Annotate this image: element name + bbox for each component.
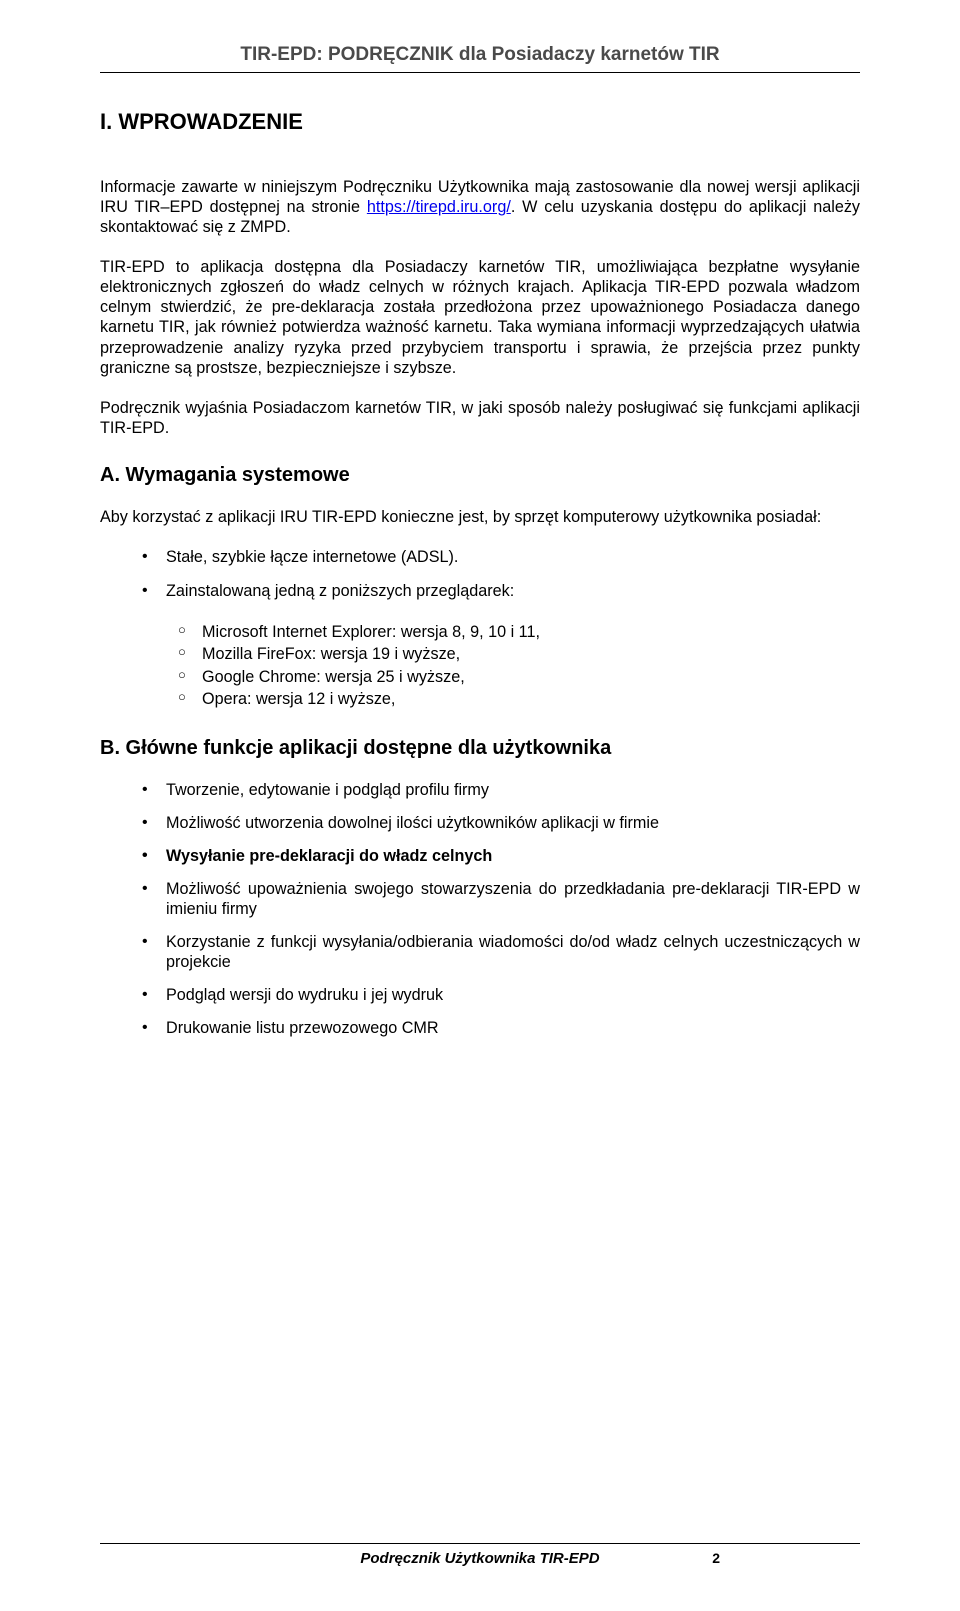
section-heading-1: I. WPROWADZENIE: [100, 109, 860, 135]
footer-divider: [100, 1543, 860, 1544]
page-header-title: TIR-EPD: PODRĘCZNIK dla Posiadaczy karne…: [100, 44, 860, 66]
list-item: Drukowanie listu przewozowego CMR: [142, 1018, 860, 1038]
list-item: Wysyłanie pre-deklaracji do władz celnyc…: [142, 846, 860, 866]
section-a-bullet-list: Stałe, szybkie łącze internetowe (ADSL).…: [100, 547, 860, 601]
list-item: Tworzenie, edytowanie i podgląd profilu …: [142, 780, 860, 800]
document-page: TIR-EPD: PODRĘCZNIK dla Posiadaczy karne…: [0, 0, 960, 1611]
tirepd-link[interactable]: https://tirepd.iru.org/: [367, 198, 511, 216]
intro-paragraph-3: Podręcznik wyjaśnia Posiadaczom karnetów…: [100, 398, 860, 438]
intro-paragraph-2: TIR-EPD to aplikacja dostępna dla Posiad…: [100, 257, 860, 377]
list-item: Stałe, szybkie łącze internetowe (ADSL).: [142, 547, 860, 567]
section-a-sublist: Microsoft Internet Explorer: wersja 8, 9…: [100, 621, 860, 710]
page-footer: Podręcznik Użytkownika TIR-EPD 2: [100, 1543, 860, 1567]
header-divider: [100, 72, 860, 73]
footer-page-number: 2: [712, 1550, 720, 1566]
list-item: Podgląd wersji do wydruku i jej wydruk: [142, 985, 860, 1005]
section-a-heading: A. Wymagania systemowe: [100, 464, 860, 487]
list-item: Możliwość upoważnienia swojego stowarzys…: [142, 879, 860, 919]
list-item: Korzystanie z funkcji wysyłania/odbieran…: [142, 932, 860, 972]
footer-title: Podręcznik Użytkownika TIR-EPD: [360, 1550, 599, 1567]
intro-paragraph-1: Informacje zawarte w niniejszym Podręczn…: [100, 177, 860, 237]
section-b-bullet-list: Tworzenie, edytowanie i podgląd profilu …: [100, 780, 860, 1039]
list-item: Google Chrome: wersja 25 i wyższe,: [178, 666, 860, 688]
footer-row: Podręcznik Użytkownika TIR-EPD 2: [100, 1550, 860, 1567]
list-item: Microsoft Internet Explorer: wersja 8, 9…: [178, 621, 860, 643]
list-item: Mozilla FireFox: wersja 19 i wyższe,: [178, 643, 860, 665]
section-a-intro: Aby korzystać z aplikacji IRU TIR-EPD ko…: [100, 507, 860, 527]
list-item: Zainstalowaną jedną z poniższych przeglą…: [142, 581, 860, 601]
list-item: Możliwość utworzenia dowolnej ilości uży…: [142, 813, 860, 833]
list-item: Opera: wersja 12 i wyższe,: [178, 688, 860, 710]
section-b-heading: B. Główne funkcje aplikacji dostępne dla…: [100, 737, 860, 760]
